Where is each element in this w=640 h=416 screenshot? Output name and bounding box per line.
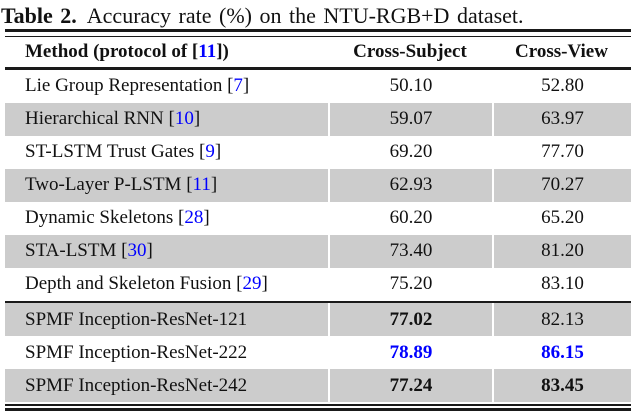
cross-subject-cell: 77.02: [328, 303, 492, 336]
citation-link[interactable]: 11: [198, 41, 217, 62]
table-row: Lie Group Representation [7] 50.10 52.80: [5, 69, 631, 103]
cross-view-cell: 70.27: [492, 168, 631, 202]
method-cell: SPMF Inception-ResNet-121: [5, 303, 328, 336]
header-method-cell: Method (protocol of [11]): [5, 37, 328, 67]
cross-subject-cell: 73.40: [328, 234, 492, 268]
citation-link[interactable]: 30: [127, 240, 147, 261]
method-bracket: ]: [242, 75, 250, 96]
header-cross-view-cell: Cross-View: [515, 41, 608, 62]
cross-view-cell: 82.13: [492, 303, 631, 336]
method-cell: Dynamic Skeletons [28]: [5, 202, 328, 235]
table-row: Dynamic Skeletons [28] 60.20 65.20: [5, 201, 631, 235]
citation-link[interactable]: 29: [242, 273, 262, 294]
cross-subject-cell: 69.20: [328, 135, 492, 169]
cross-view-cell: 63.97: [492, 102, 631, 136]
method-label: ST-LSTM Trust Gates [: [25, 141, 206, 162]
method-label: Lie Group Representation [: [25, 75, 234, 96]
method-cell: Lie Group Representation [7]: [5, 70, 328, 103]
method-bracket: ]: [210, 174, 218, 195]
citation-link[interactable]: 28: [184, 207, 204, 228]
table-caption: Table 2. Accuracy rate (%) on the NTU-RGB…: [1, 3, 640, 29]
header-method-label: Method (protocol of [: [25, 41, 199, 62]
cross-subject-cell: 78.89: [328, 336, 492, 369]
table-row: STA-LSTM [30] 73.40 81.20: [5, 234, 631, 268]
table-row: Two-Layer P-LSTM [11] 62.93 70.27: [5, 168, 631, 202]
method-cell: SPMF Inception-ResNet-242: [5, 369, 328, 402]
section-separator-rule: [5, 300, 631, 303]
citation-link[interactable]: 10: [174, 108, 194, 129]
method-label: Two-Layer P-LSTM [: [25, 174, 193, 195]
method-cell: ST-LSTM Trust Gates [9]: [5, 136, 328, 169]
method-cell: Hierarchical RNN [10]: [5, 102, 328, 136]
cross-view-cell: 81.20: [492, 234, 631, 268]
citation-link[interactable]: 7: [233, 75, 243, 96]
cross-subject-cell: 75.20: [328, 267, 492, 301]
cross-subject-cell: 77.24: [328, 369, 492, 402]
caption-separator: .: [71, 3, 77, 28]
results-table: Method (protocol of [11]) Cross-Subject …: [5, 29, 631, 411]
method-cell: SPMF Inception-ResNet-222: [5, 336, 328, 369]
method-bracket: ]: [146, 240, 153, 261]
header-rule: [5, 67, 631, 70]
cross-view-cell: 83.10: [492, 267, 631, 301]
caption-text: Accuracy rate (%) on the NTU-RGB+D datas…: [86, 3, 524, 28]
cross-view-cell: 83.45: [492, 369, 631, 402]
double-rule-top-2: [5, 35, 631, 37]
cross-subject-cell: 60.20: [328, 201, 492, 235]
table-row: SPMF Inception-ResNet-121 77.02 82.13: [5, 303, 631, 336]
method-label: STA-LSTM [: [25, 240, 128, 261]
method-label: SPMF Inception-ResNet-121: [25, 308, 248, 330]
double-rule-top-1: [5, 29, 631, 32]
method-label: Hierarchical RNN [: [25, 108, 175, 129]
cross-view-cell: 77.70: [492, 135, 631, 169]
method-cell: Depth and Skeleton Fusion [29]: [5, 268, 328, 301]
citation-link[interactable]: 9: [205, 141, 215, 162]
cross-view-cell: 52.80: [492, 69, 631, 103]
header-method-bracket: ]): [216, 41, 229, 62]
method-label: Depth and Skeleton Fusion [: [25, 273, 243, 294]
double-rule-bottom-1: [5, 404, 631, 406]
method-bracket: ]: [203, 207, 210, 228]
caption-label: Table 2: [1, 3, 72, 28]
double-rule-bottom-2: [5, 408, 631, 411]
header-row: Method (protocol of [11]) Cross-Subject …: [5, 37, 631, 67]
table-row: Depth and Skeleton Fusion [29] 75.20 83.…: [5, 267, 631, 301]
table-row: SPMF Inception-ResNet-222 78.89 86.15: [5, 336, 631, 369]
method-label: Dynamic Skeletons [: [25, 207, 185, 228]
citation-link[interactable]: 11: [192, 174, 211, 195]
table-row: Hierarchical RNN [10] 59.07 63.97: [5, 102, 631, 136]
table-row: SPMF Inception-ResNet-242 77.24 83.45: [5, 369, 631, 402]
cross-view-cell: 65.20: [492, 201, 631, 235]
cross-subject-cell: 59.07: [328, 102, 492, 136]
method-bracket: ]: [214, 141, 222, 162]
method-cell: Two-Layer P-LSTM [11]: [5, 168, 328, 202]
cross-view-cell: 86.15: [492, 336, 631, 369]
header-cross-subject-cell: Cross-Subject: [353, 41, 467, 62]
cross-subject-cell: 50.10: [328, 69, 492, 103]
table-row: ST-LSTM Trust Gates [9] 69.20 77.70: [5, 135, 631, 169]
cross-subject-cell: 62.93: [328, 168, 492, 202]
method-label: SPMF Inception-ResNet-222: [25, 341, 248, 363]
method-bracket: ]: [193, 108, 201, 129]
method-cell: STA-LSTM [30]: [5, 234, 328, 268]
method-bracket: ]: [261, 273, 268, 294]
method-label: SPMF Inception-ResNet-242: [25, 374, 248, 396]
